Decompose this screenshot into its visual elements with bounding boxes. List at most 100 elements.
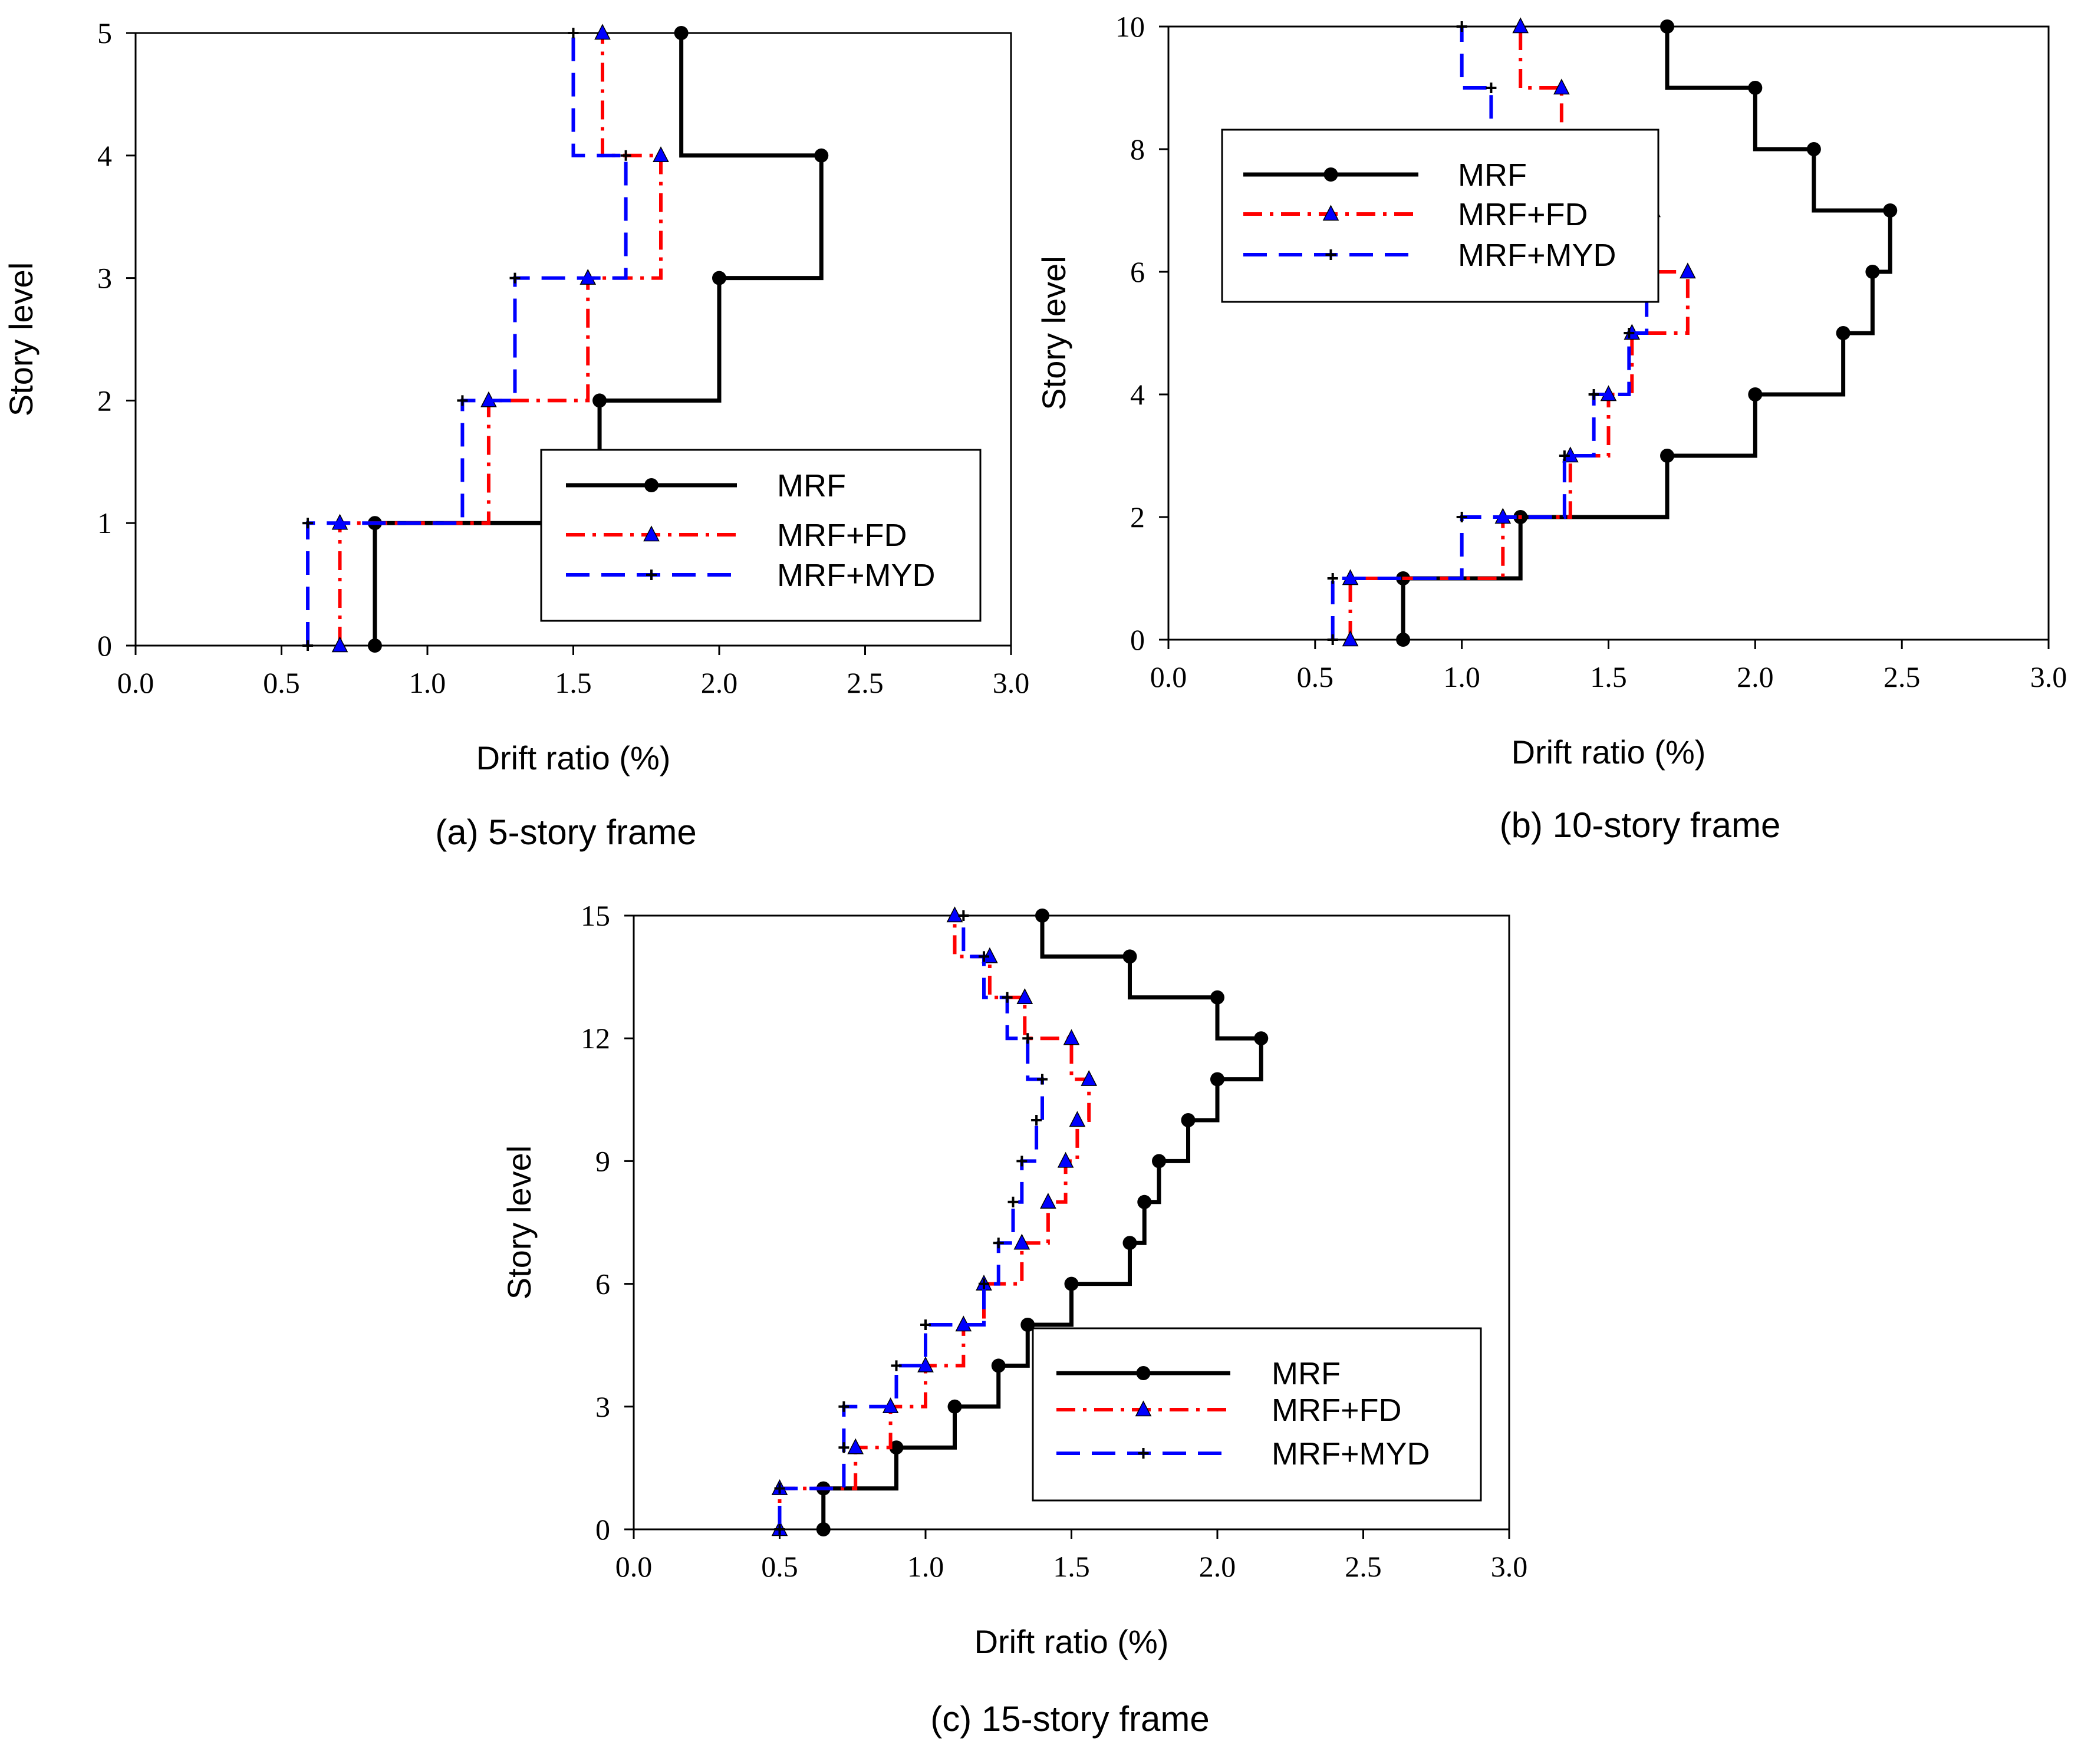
legend-marker (1136, 1366, 1151, 1380)
data-point (1254, 1031, 1269, 1046)
data-point (1040, 1193, 1056, 1209)
data-point (1327, 573, 1338, 584)
legend-label: MRF+MYD (777, 558, 936, 593)
chart-1: 0.0 0.5 1.0 1.5 2.0 2.5 3.0 0 1 2 3 4 5 Drift ratio (… (2, 17, 1029, 852)
x-tick-label: 3.0 (2030, 660, 2067, 693)
data-point (979, 1278, 989, 1289)
data-point (594, 24, 611, 40)
legend-marker (643, 525, 660, 542)
data-point (947, 1399, 962, 1414)
y-tick-label: 4 (97, 139, 112, 172)
data-point (1122, 949, 1137, 964)
data-point (1865, 265, 1880, 279)
data-point (958, 910, 969, 921)
legend-label: MRF+MYD (1272, 1436, 1430, 1472)
x-tick-label: 2.0 (1199, 1550, 1236, 1583)
data-point (1660, 449, 1675, 463)
legend-label: MRF (1458, 157, 1527, 193)
y-axis-label: Story level (2, 262, 39, 416)
data-point (1588, 389, 1599, 400)
data-point (1022, 1033, 1033, 1044)
x-tick-label: 3.0 (1491, 1550, 1528, 1583)
legend-marker (646, 570, 657, 580)
series-mrf-myd (1327, 21, 1652, 645)
data-point (816, 1522, 831, 1536)
legend-label: MRF+MYD (1458, 238, 1616, 273)
y-tick-label: 9 (595, 1144, 610, 1177)
y-tick-label: 0 (595, 1513, 610, 1546)
data-point (979, 951, 989, 962)
y-tick-label: 3 (595, 1390, 610, 1423)
data-point (1013, 1233, 1030, 1250)
x-tick-label: 0.0 (615, 1550, 653, 1583)
y-axis-label: Story level (501, 1146, 538, 1299)
data-point (1748, 81, 1763, 95)
legend-label: MRF (1272, 1356, 1341, 1391)
data-point (1559, 450, 1570, 461)
data-point (838, 1442, 849, 1453)
x-tick-label: 2.5 (1884, 660, 1921, 693)
legend-label: MRF+FD (1272, 1393, 1401, 1428)
series-mrf-myd (774, 910, 1048, 1535)
data-point (1327, 634, 1338, 645)
data-point (1031, 1115, 1042, 1125)
data-point (838, 1401, 849, 1412)
data-point (1152, 1154, 1166, 1169)
data-point (991, 1358, 1006, 1373)
data-point (1553, 78, 1570, 95)
data-point (302, 640, 314, 651)
chart-2: 0.0 0.5 1.0 1.5 2.0 2.5 3.0 0 2 4 6 8 10 Drift ratio … (1035, 10, 2067, 845)
data-point (509, 272, 521, 284)
x-axis-label: Drift ratio (%) (974, 1623, 1169, 1660)
data-point (1064, 1276, 1079, 1291)
data-point (1063, 1029, 1080, 1045)
x-tick-label: 1.5 (1053, 1550, 1090, 1583)
y-tick-label: 2 (97, 384, 112, 417)
legend-label: MRF+FD (777, 518, 907, 553)
data-point (1002, 992, 1013, 1003)
data-point (592, 393, 607, 408)
data-point (1069, 1111, 1086, 1127)
x-tick-label: 1.5 (1590, 660, 1627, 693)
data-point (1624, 328, 1635, 338)
y-tick-label: 1 (97, 506, 112, 539)
data-point (331, 636, 348, 653)
x-tick-label: 2.0 (701, 666, 738, 699)
x-tick-label: 1.0 (409, 666, 446, 699)
data-point (1007, 1196, 1019, 1207)
legend-marker (1325, 249, 1336, 260)
data-point (891, 1360, 902, 1371)
y-tick-label: 15 (581, 899, 610, 932)
data-point (1016, 988, 1033, 1005)
data-point (712, 271, 726, 285)
series-mrf-fd (771, 906, 1098, 1536)
data-point (653, 146, 669, 163)
data-point (674, 26, 689, 40)
data-point (1748, 387, 1763, 401)
series-line (778, 916, 1044, 1529)
x-tick-label: 3.0 (993, 666, 1030, 699)
plot-frame (1167, 25, 2050, 641)
data-point (568, 28, 579, 38)
data-point (1883, 203, 1898, 218)
legend-marker (1135, 1400, 1152, 1417)
data-point (1181, 1113, 1196, 1127)
y-tick-label: 8 (1130, 133, 1145, 166)
data-point (847, 1438, 864, 1454)
y-tick-label: 2 (1130, 501, 1145, 534)
x-tick-label: 1.0 (1443, 660, 1480, 693)
y-tick-label: 6 (595, 1268, 610, 1301)
x-tick-label: 0.5 (1297, 660, 1334, 693)
data-point (889, 1440, 904, 1455)
data-point (367, 639, 382, 653)
data-point (1016, 1156, 1028, 1167)
data-point (1486, 83, 1497, 93)
series-line (306, 33, 628, 646)
data-point (1396, 633, 1411, 647)
series-line (778, 916, 1091, 1529)
legend-marker (644, 478, 658, 492)
data-point (1342, 630, 1359, 647)
